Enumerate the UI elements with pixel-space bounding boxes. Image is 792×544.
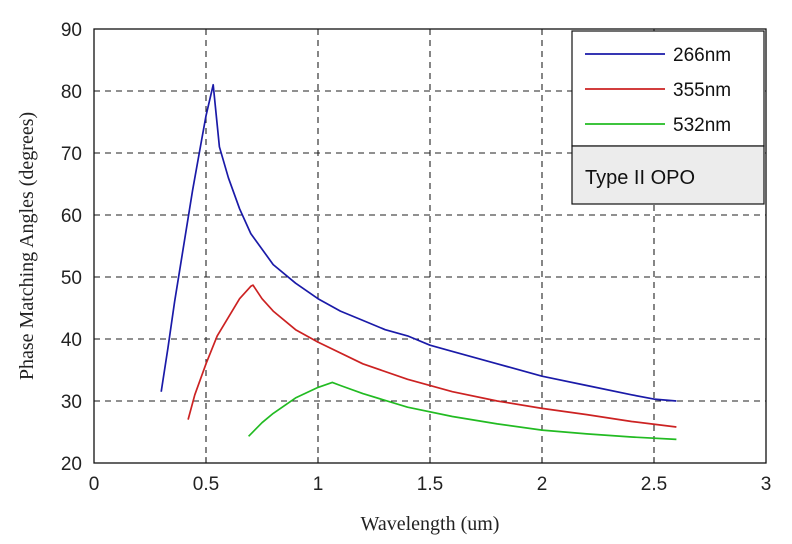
legend-label-532nm: 532nm bbox=[673, 115, 731, 136]
grid-lines bbox=[94, 29, 766, 463]
x-tick-label: 0 bbox=[89, 474, 100, 495]
legend-label-355nm: 355nm bbox=[673, 80, 731, 101]
series-lines bbox=[160, 83, 677, 441]
series-line-532nm bbox=[247, 381, 677, 441]
annotation-text: Type II OPO bbox=[585, 167, 695, 189]
annotation-frame bbox=[571, 145, 765, 205]
x-axis-label: Wavelength (um) bbox=[361, 513, 500, 535]
y-tick-label: 20 bbox=[61, 454, 82, 475]
y-tick-label: 50 bbox=[61, 268, 82, 289]
legend-label-266nm: 266nm bbox=[673, 45, 731, 66]
series-line-355nm bbox=[187, 284, 677, 428]
x-tick-label: 3 bbox=[761, 474, 772, 495]
y-tick-label: 80 bbox=[61, 82, 82, 103]
annotation-box: Type II OPO bbox=[571, 145, 765, 205]
y-tick-label: 60 bbox=[61, 206, 82, 227]
x-tick-label: 1.5 bbox=[417, 474, 443, 495]
y-tick-label: 30 bbox=[61, 392, 82, 413]
legend: 266nm 355nm 532nm bbox=[571, 30, 765, 147]
series-line-266nm bbox=[160, 83, 677, 402]
x-tick-label: 0.5 bbox=[193, 474, 219, 495]
x-tick-label: 2.5 bbox=[641, 474, 667, 495]
x-tick-label: 2 bbox=[537, 474, 548, 495]
y-tick-label: 40 bbox=[61, 330, 82, 351]
tick-labels: 0 0.5 1 1.5 2 2.5 3 20 30 40 50 60 70 80 90 bbox=[61, 20, 771, 495]
y-axis-label: Phase Matching Angles (degrees) bbox=[16, 112, 38, 380]
y-tick-label: 70 bbox=[61, 144, 82, 165]
y-tick-label: 90 bbox=[61, 20, 82, 41]
x-tick-label: 1 bbox=[313, 474, 324, 495]
